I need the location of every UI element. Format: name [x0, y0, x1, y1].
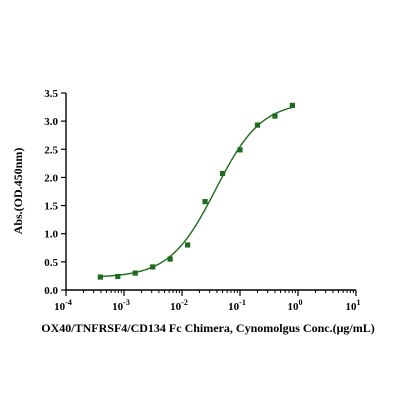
x-tick-group: 10-4 10-3 10-2 10-1 100 101	[54, 290, 361, 313]
data-point	[97, 274, 103, 280]
data-point	[167, 256, 173, 262]
x-tick-label: 100	[288, 298, 303, 313]
x-tick-label: 10-4	[54, 298, 72, 313]
y-axis-label: Abs.(OD.450nm)	[11, 148, 25, 235]
y-tick-label: 1.0	[44, 229, 58, 241]
x-axis-label: OX40/TNFRSF4/CD134 Fc Chimera, Cynomolgu…	[41, 321, 374, 335]
data-point	[150, 264, 156, 270]
y-tick-label: 0.5	[44, 257, 58, 269]
y-tick-label: 2.5	[44, 144, 58, 156]
data-point	[237, 147, 243, 153]
x-tick-label: 10-3	[112, 298, 130, 313]
y-tick-label: 3.0	[44, 116, 58, 128]
y-tick-label: 1.5	[44, 201, 58, 213]
x-tick-label: 10-1	[228, 298, 246, 313]
data-point	[185, 242, 191, 248]
data-point	[254, 122, 261, 128]
data-point	[202, 199, 208, 205]
data-points	[97, 102, 295, 280]
y-tick-label: 3.5	[44, 88, 58, 100]
data-point	[132, 270, 138, 276]
y-tick-group: 0.0 0.5 1.0 1.5 2.0 2.5 3.0 3.5	[44, 88, 66, 297]
data-point	[289, 102, 295, 108]
data-point	[272, 113, 278, 119]
data-point	[115, 273, 121, 280]
fit-curve	[100, 106, 293, 278]
x-tick-label: 10-2	[170, 298, 188, 313]
x-tick-label: 101	[346, 298, 361, 313]
data-point	[219, 170, 226, 177]
y-tick-label: 2.0	[44, 172, 58, 184]
y-tick-label: 0.0	[44, 285, 58, 297]
